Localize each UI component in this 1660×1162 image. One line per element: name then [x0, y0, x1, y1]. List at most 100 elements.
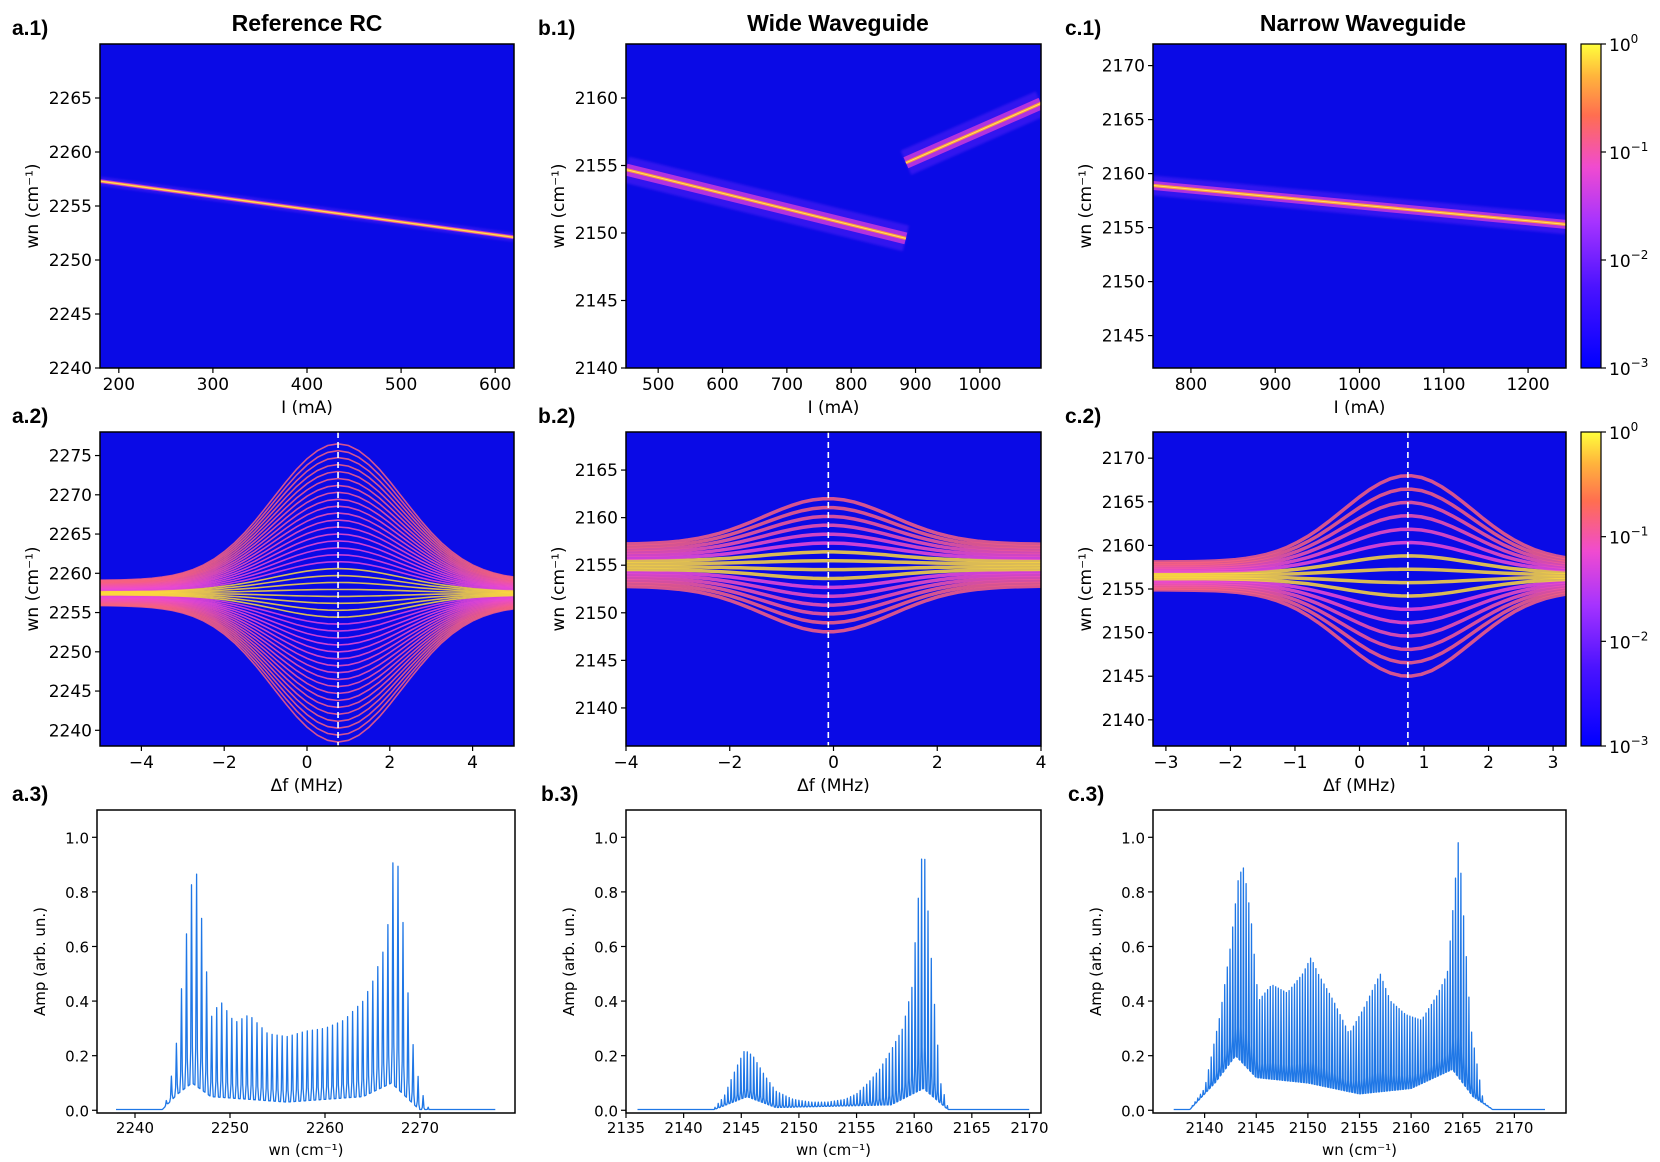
y-tick-label: 2245: [49, 682, 92, 702]
mode-track-core: [1153, 184, 1566, 225]
mode-trace: [626, 570, 1041, 590]
y-tick-label: 2155: [1102, 219, 1145, 239]
y-tick-label: 0.8: [1121, 884, 1145, 902]
y-axis-label: Amp (arb. un.): [31, 907, 49, 1016]
x-tick-label: 2145: [722, 1119, 760, 1137]
x-tick-label: 800: [835, 375, 867, 395]
plot-area: [637, 858, 1030, 1111]
colorbar-gradient: [1580, 431, 1602, 747]
y-tick-label: 2145: [575, 651, 618, 671]
x-tick-label: 900: [1259, 375, 1291, 395]
panel-a1: 200 300 400 500 600 2240 2245 2250 2255 2260 2265 I…: [12, 17, 515, 418]
panel-label: a.2): [12, 405, 48, 428]
y-axis-label: wn (cm⁻¹): [549, 546, 569, 631]
mode-trace: [100, 567, 514, 592]
colorbar-tick-base: 10: [1609, 36, 1631, 56]
plot-frame: [99, 43, 515, 369]
panel-c2: −3 −2 −1 0 1 2 3 2140 2145 2150 2155 2160 2165 2170 Δf…: [1065, 405, 1567, 796]
y-axis-label: wn (cm⁻¹): [549, 163, 569, 248]
mode-trace: [100, 592, 514, 605]
mode-trace: [626, 497, 1041, 546]
plot-frame: [625, 809, 1042, 1114]
x-axis-label: Δf (MHz): [271, 776, 344, 796]
spectrum-line: [116, 862, 496, 1111]
x-tick-label: 0: [1354, 753, 1365, 773]
x-tick-label: 0: [302, 753, 313, 773]
colorbar-tick-exponent: −3: [1631, 734, 1649, 748]
mode-trace: [626, 505, 1041, 549]
y-axis-label: wn (cm⁻¹): [23, 163, 43, 248]
plot-area: [626, 432, 1041, 746]
x-tick-label: 600: [479, 375, 511, 395]
y-tick-label: 0.0: [65, 1102, 89, 1120]
panel-label: b.2): [538, 405, 575, 428]
x-tick-label: 2150: [1289, 1119, 1327, 1137]
x-tick-label: 2260: [306, 1119, 344, 1137]
x-tick-label: 3: [1548, 753, 1559, 773]
x-tick-label: 1: [1419, 753, 1430, 773]
title-reference-rc: Reference RC: [232, 10, 383, 36]
x-tick-label: −1: [1282, 753, 1307, 773]
x-tick-label: 4: [467, 753, 478, 773]
mode-trace: [1153, 584, 1566, 652]
y-tick-label: 2160: [1102, 165, 1145, 185]
plot-area: [1153, 44, 1566, 368]
x-tick-label: 300: [197, 375, 229, 395]
mode-trace: [626, 523, 1041, 555]
y-tick-label: 2260: [49, 564, 92, 584]
mode-trace: [1153, 567, 1566, 577]
y-tick-label: 2265: [49, 525, 92, 545]
y-tick-label: 2240: [49, 721, 92, 741]
colorbar-tick-base: 10: [1609, 529, 1631, 549]
y-tick-label: 2250: [49, 251, 92, 271]
colorbar-tick-exponent: −2: [1631, 248, 1649, 262]
x-tick-label: 500: [385, 375, 417, 395]
x-tick-label: −2: [212, 753, 237, 773]
y-tick-label: 2255: [49, 604, 92, 624]
mode-trace: [1153, 500, 1566, 568]
x-tick-label: 900: [899, 375, 931, 395]
y-tick-label: 0.6: [1121, 938, 1145, 956]
panel-label: a.3): [12, 783, 48, 806]
x-tick-label: 400: [291, 375, 323, 395]
mode-trace: [626, 584, 1041, 634]
mode-trace: [626, 573, 1041, 598]
x-tick-label: 1000: [958, 375, 1001, 395]
y-tick-label: 2255: [49, 197, 92, 217]
colorbar-tick-label: 10−3: [1609, 734, 1648, 758]
x-axis-label: Δf (MHz): [797, 776, 870, 796]
x-tick-label: 2140: [1186, 1119, 1224, 1137]
panel-b2: −4 −2 0 2 4 2140 2145 2150 2155 2160 2165 Δf (MHz) w…: [538, 405, 1046, 796]
panel-label: c.1): [1065, 17, 1101, 40]
colorbar-tick-label: 10−1: [1609, 525, 1648, 549]
panel-label: a.1): [12, 17, 48, 40]
heatmap-background: [626, 44, 1041, 368]
plot-area: [100, 44, 514, 368]
mode-trace: [100, 526, 514, 589]
mode-trace: [626, 559, 1041, 566]
y-tick-label: 0.6: [65, 938, 89, 956]
colorbar-tick-exponent: −1: [1631, 525, 1649, 539]
y-tick-label: 0.2: [594, 1048, 618, 1066]
x-tick-label: 2165: [1444, 1119, 1482, 1137]
colorbar-tick-label: 10−2: [1609, 248, 1648, 272]
x-tick-label: 700: [771, 375, 803, 395]
y-axis-label: Amp (arb. un.): [1087, 907, 1105, 1016]
x-tick-label: 600: [706, 375, 738, 395]
y-tick-label: 2165: [1102, 111, 1145, 131]
x-axis-label: I (mA): [1334, 398, 1386, 418]
colorbar-tick-exponent: −1: [1631, 140, 1649, 154]
y-tick-label: 2245: [49, 305, 92, 325]
colorbar-tick-base: 10: [1609, 424, 1631, 444]
mode-track-core: [905, 102, 1041, 164]
mode-trace: [626, 541, 1041, 560]
x-axis-label: I (mA): [281, 398, 333, 418]
y-tick-label: 0.8: [65, 884, 89, 902]
x-tick-label: 2160: [1392, 1119, 1430, 1137]
x-tick-label: 4: [1036, 753, 1047, 773]
mode-track-core: [626, 169, 907, 239]
x-tick-label: 500: [642, 375, 674, 395]
x-axis-label: wn (cm⁻¹): [268, 1141, 343, 1159]
panel-b1: 500 600 700 800 900 1000 2140 2145 2150 2155 2160 I…: [538, 17, 1042, 418]
y-tick-label: 2170: [1102, 57, 1145, 77]
